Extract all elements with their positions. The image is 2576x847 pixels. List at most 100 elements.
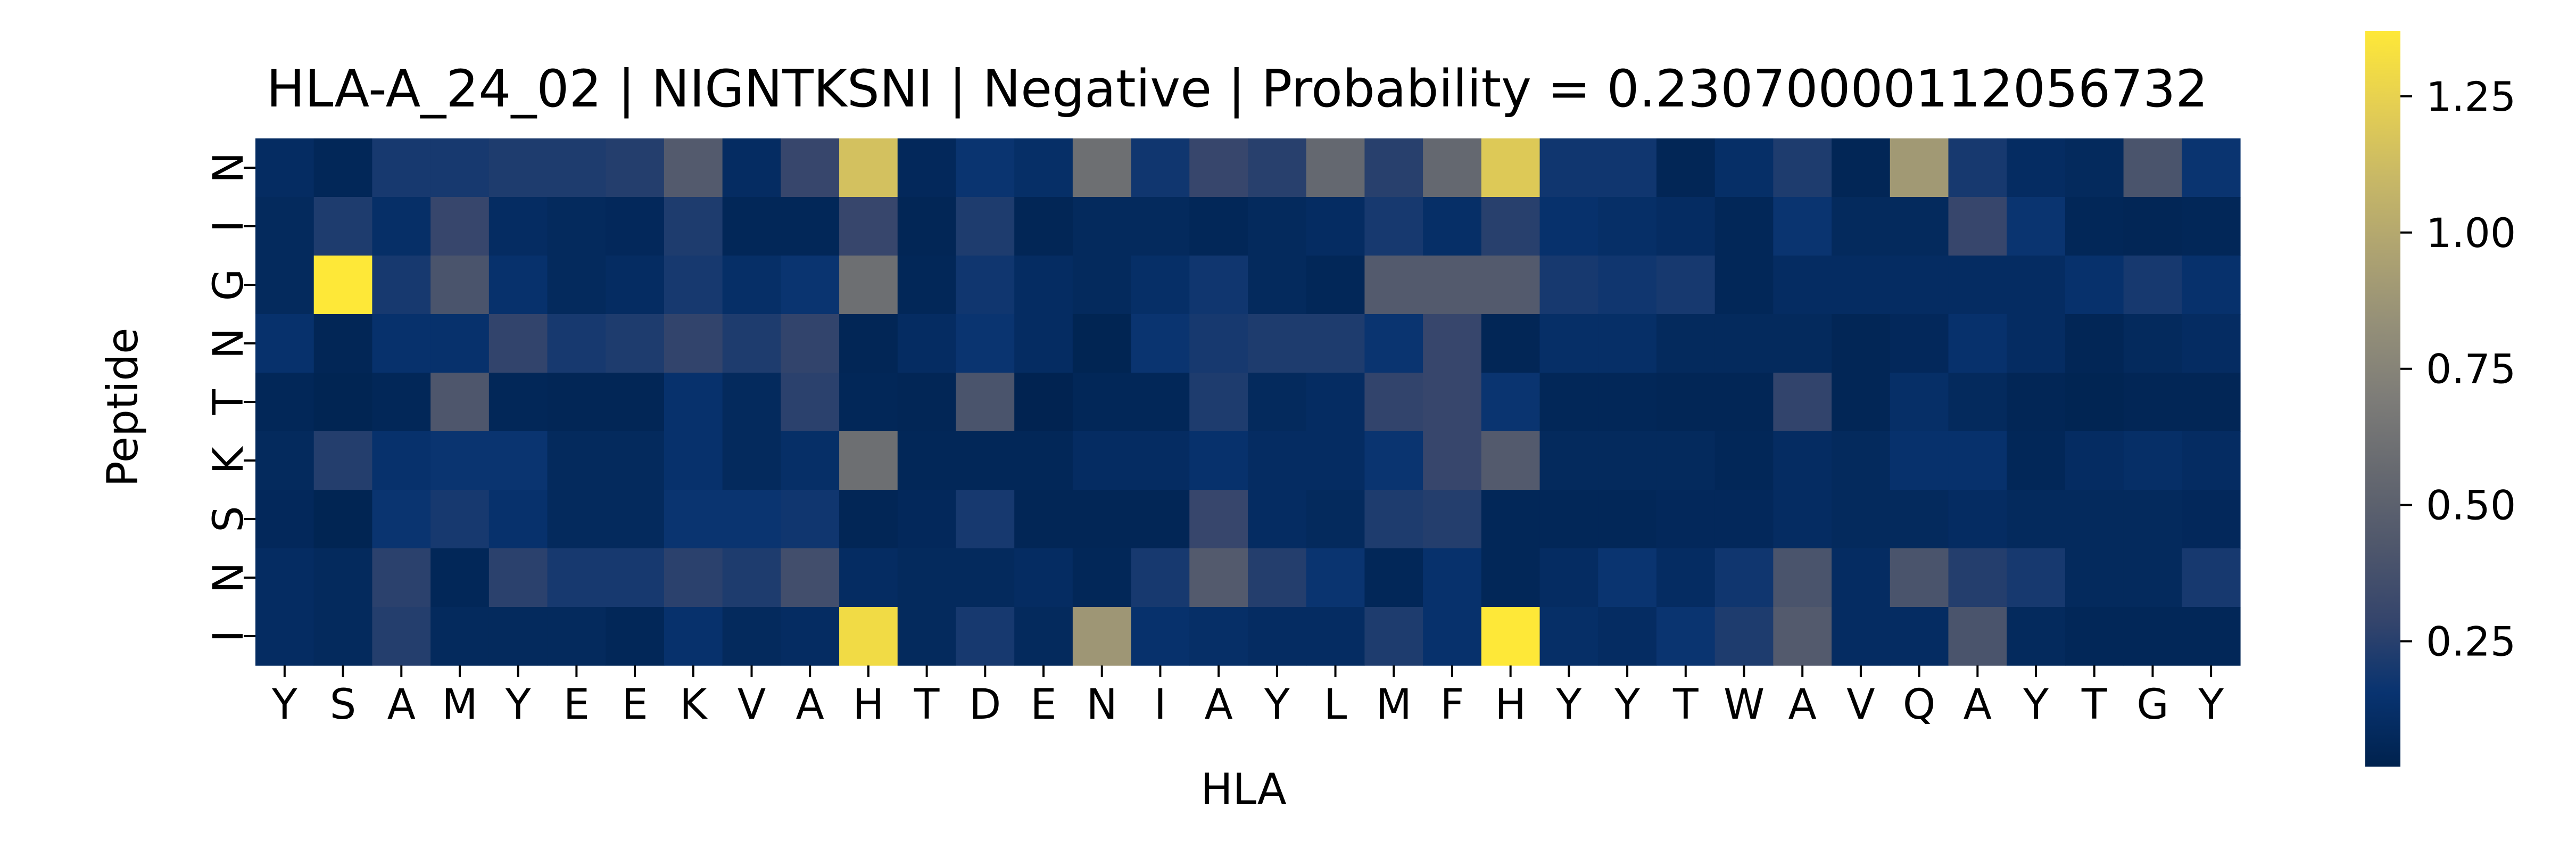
heatmap-cell xyxy=(1189,314,1248,373)
heatmap-cell xyxy=(781,314,840,373)
heatmap-cell xyxy=(2065,607,2124,666)
y-tick-label: I xyxy=(205,220,253,232)
heatmap-cell xyxy=(1773,490,1832,549)
heatmap-cell xyxy=(488,607,548,666)
heatmap-cell xyxy=(897,548,957,607)
heatmap-cell xyxy=(313,607,373,666)
heatmap-cell xyxy=(313,373,373,432)
heatmap-cell xyxy=(1714,431,1774,490)
heatmap-cell xyxy=(1423,490,1482,549)
heatmap-cell xyxy=(2182,548,2241,607)
heatmap-cell xyxy=(781,548,840,607)
heatmap-cell xyxy=(1714,314,1774,373)
heatmap-cell xyxy=(606,431,665,490)
heatmap-cell xyxy=(664,431,723,490)
heatmap-cell xyxy=(255,138,314,198)
x-tick-label: Y xyxy=(1614,681,1640,729)
heatmap-cell xyxy=(372,197,431,256)
heatmap-cell xyxy=(606,256,665,315)
heatmap-cell xyxy=(1306,197,1365,256)
heatmap-cell xyxy=(781,373,840,432)
heatmap-cell xyxy=(488,138,548,198)
heatmap-cell xyxy=(488,431,548,490)
heatmap-cell xyxy=(2065,256,2124,315)
heatmap-cell xyxy=(255,431,314,490)
y-tick-label: N xyxy=(205,562,253,593)
heatmap-cell xyxy=(781,256,840,315)
heatmap-cell xyxy=(547,548,606,607)
heatmap-cell xyxy=(1481,138,1540,198)
heatmap-cell xyxy=(839,607,898,666)
heatmap-cell xyxy=(1948,314,2007,373)
heatmap-cell xyxy=(2123,314,2182,373)
heatmap-cell xyxy=(1948,373,2007,432)
heatmap-cell xyxy=(547,138,606,198)
heatmap-cell xyxy=(1714,490,1774,549)
heatmap-cell xyxy=(430,138,490,198)
heatmap-cell xyxy=(2065,490,2124,549)
heatmap-cell xyxy=(1131,373,1190,432)
heatmap-cell xyxy=(2123,607,2182,666)
heatmap-cell xyxy=(956,314,1015,373)
heatmap-cell xyxy=(1364,197,1423,256)
heatmap-cell xyxy=(313,256,373,315)
heatmap-cells xyxy=(255,138,2241,666)
heatmap-cell xyxy=(1948,138,2007,198)
heatmap-cell xyxy=(1656,314,1716,373)
x-tick-label: T xyxy=(1672,681,1699,729)
heatmap-cell xyxy=(897,431,957,490)
heatmap-cell xyxy=(255,314,314,373)
heatmap-cell xyxy=(1832,138,1891,198)
heatmap-cell xyxy=(1306,490,1365,549)
x-tick-label: Y xyxy=(2023,681,2049,729)
heatmap-cell xyxy=(1656,138,1716,198)
heatmap-cell xyxy=(1890,431,1949,490)
heatmap-cell xyxy=(1773,314,1832,373)
heatmap-cell xyxy=(1072,431,1132,490)
heatmap-cell xyxy=(1481,490,1540,549)
heatmap-cell xyxy=(1306,607,1365,666)
heatmap-cell xyxy=(313,431,373,490)
heatmap-cell xyxy=(1248,548,1307,607)
heatmap-cell xyxy=(664,197,723,256)
heatmap-cell xyxy=(1014,314,1073,373)
heatmap-cell xyxy=(1364,373,1423,432)
heatmap-cell xyxy=(430,314,490,373)
colorbar-tick-label: 0.50 xyxy=(2426,482,2516,529)
heatmap-cell xyxy=(1656,197,1716,256)
heatmap-cell xyxy=(1832,373,1891,432)
heatmap-cell xyxy=(1481,373,1540,432)
heatmap-cell xyxy=(1248,431,1307,490)
heatmap-cell xyxy=(956,373,1015,432)
heatmap-cell xyxy=(664,256,723,315)
heatmap-cell xyxy=(2007,431,2066,490)
heatmap-cell xyxy=(1539,138,1598,198)
x-tick-label: Y xyxy=(505,681,531,729)
heatmap-cell xyxy=(547,314,606,373)
heatmap-cell xyxy=(1189,548,1248,607)
heatmap-cell xyxy=(2007,256,2066,315)
heatmap-cell xyxy=(1131,490,1190,549)
heatmap-cell xyxy=(372,256,431,315)
heatmap-cell xyxy=(1072,373,1132,432)
heatmap-cell xyxy=(255,607,314,666)
heatmap-cell xyxy=(1714,256,1774,315)
heatmap-cell xyxy=(1598,197,1657,256)
heatmap-cell xyxy=(2123,256,2182,315)
x-tick-label: F xyxy=(1440,681,1464,729)
heatmap-cell xyxy=(1189,431,1248,490)
heatmap-cell xyxy=(1189,373,1248,432)
heatmap-cell xyxy=(2182,373,2241,432)
x-tick-label: Y xyxy=(1556,681,1582,729)
heatmap-cell xyxy=(722,256,781,315)
heatmap-cell xyxy=(1306,373,1365,432)
heatmap-cell xyxy=(839,197,898,256)
heatmap-cell xyxy=(956,548,1015,607)
heatmap-cell xyxy=(722,373,781,432)
heatmap-cell xyxy=(1014,197,1073,256)
heatmap-cell xyxy=(839,490,898,549)
heatmap-cell xyxy=(1306,138,1365,198)
heatmap-cell xyxy=(2182,431,2241,490)
heatmap-cell xyxy=(2182,314,2241,373)
heatmap-cell xyxy=(1598,256,1657,315)
